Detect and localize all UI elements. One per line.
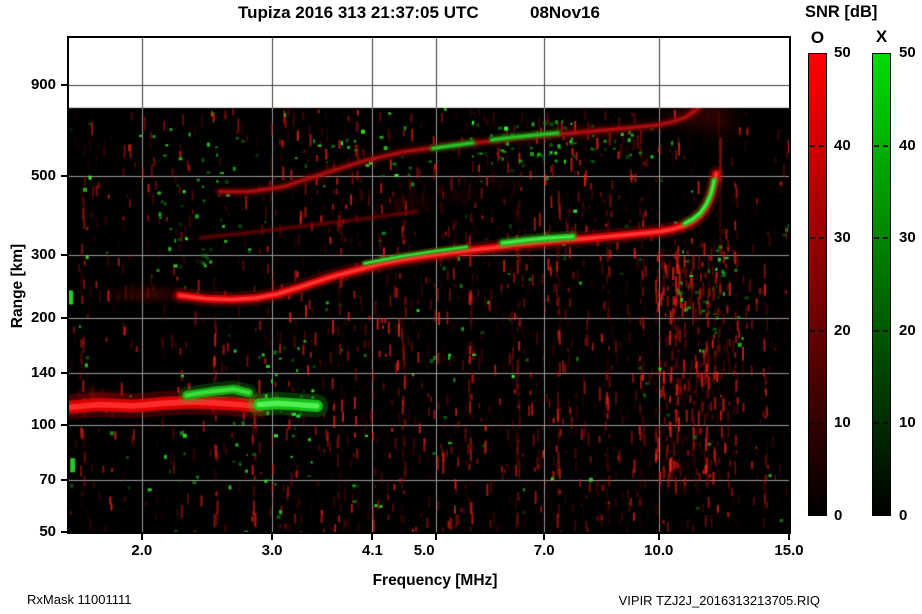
y-tick-label: 500 xyxy=(30,167,56,185)
colorbar-dash-tick xyxy=(819,329,824,332)
y-tick-label: 300 xyxy=(30,245,56,263)
colorbar-dash-tick xyxy=(874,144,879,147)
y-tick-mark xyxy=(61,316,67,319)
x-tick-label: 2.0 xyxy=(131,542,153,559)
y-tick-mark xyxy=(61,253,67,256)
x-tick-mark xyxy=(435,534,438,540)
colorbar-dash-tick xyxy=(874,422,879,425)
filename-text: VIPIR TZJ2J_2016313213705.RIQ xyxy=(618,593,820,608)
y-tick-mark xyxy=(61,531,67,533)
x-tick-mark xyxy=(271,534,274,540)
y-tick-mark xyxy=(61,423,67,426)
colorbar-dash-tick xyxy=(883,329,888,332)
colorbar-tick-label: 30 xyxy=(834,229,851,247)
colorbar-tick-label: 50 xyxy=(834,44,851,61)
colorbar-dash-tick xyxy=(810,329,815,332)
colorbar-x-label: X xyxy=(875,27,888,46)
colorbar-dash-tick xyxy=(819,422,824,425)
y-tick-label: 50 xyxy=(39,523,56,540)
colorbar-dash-tick xyxy=(874,237,879,240)
x-tick-mark xyxy=(788,534,790,540)
colorbar-dash-tick xyxy=(883,422,888,425)
ionogram-canvas xyxy=(69,38,789,532)
colorbar-dash-tick xyxy=(883,144,888,147)
x-tick-mark xyxy=(657,534,660,540)
colorbar-title: SNR [dB] xyxy=(805,3,878,21)
colorbar-tick-label: 20 xyxy=(834,321,851,339)
rx-mask-text: RxMask 11001111 xyxy=(27,592,132,607)
colorbar-tick-label: 10 xyxy=(899,414,916,432)
x-tick-mark xyxy=(543,534,546,540)
x-tick-mark xyxy=(140,534,143,540)
x-axis-title: Frequency [MHz] xyxy=(372,572,498,589)
colorbar-dash-tick xyxy=(810,237,815,240)
x-tick-label: 4.1 xyxy=(361,542,383,559)
colorbar-tick-label: 10 xyxy=(834,414,851,432)
y-tick-mark xyxy=(61,84,67,87)
colorbar-tick-label: 40 xyxy=(834,136,851,154)
x-tick-label: 5.0 xyxy=(413,542,435,559)
colorbar-dash-tick xyxy=(810,144,815,147)
plot-border xyxy=(67,36,791,534)
y-tick-label: 140 xyxy=(30,363,56,381)
y-tick-label: 900 xyxy=(30,76,56,94)
colorbar-dash-tick xyxy=(810,422,815,425)
x-tick-label: 7.0 xyxy=(533,542,555,559)
x-tick-label: 3.0 xyxy=(261,542,283,559)
y-tick-label: 200 xyxy=(30,308,56,326)
colorbar-x-gradient xyxy=(872,53,891,516)
colorbar-tick-label: 0 xyxy=(899,507,908,524)
plot-title: Tupiza 2016 313 21:37:05 UTC xyxy=(238,3,479,22)
colorbar-tick-label: 40 xyxy=(899,136,916,154)
y-tick-mark xyxy=(61,175,67,178)
y-tick-label: 70 xyxy=(39,470,56,488)
y-tick-mark xyxy=(61,478,67,481)
colorbar-tick-label: 50 xyxy=(899,44,916,61)
colorbar-dash-tick xyxy=(883,237,888,240)
plot-date: 08Nov16 xyxy=(530,3,600,22)
colorbar-o-gradient xyxy=(808,53,827,516)
colorbar-tick-label: 0 xyxy=(834,507,843,524)
y-tick-mark xyxy=(61,371,67,374)
colorbar-dash-tick xyxy=(874,329,879,332)
colorbar-tick-label: 30 xyxy=(899,229,916,247)
y-tick-label: 100 xyxy=(30,415,56,433)
colorbar-o-label: O xyxy=(810,28,825,47)
x-tick-label: 15.0 xyxy=(774,542,804,559)
colorbar-tick-label: 20 xyxy=(899,321,916,339)
colorbar-dash-tick xyxy=(819,237,824,240)
x-tick-mark xyxy=(371,534,374,540)
x-tick-label: 10.0 xyxy=(644,542,674,559)
colorbar-dash-tick xyxy=(819,144,824,147)
